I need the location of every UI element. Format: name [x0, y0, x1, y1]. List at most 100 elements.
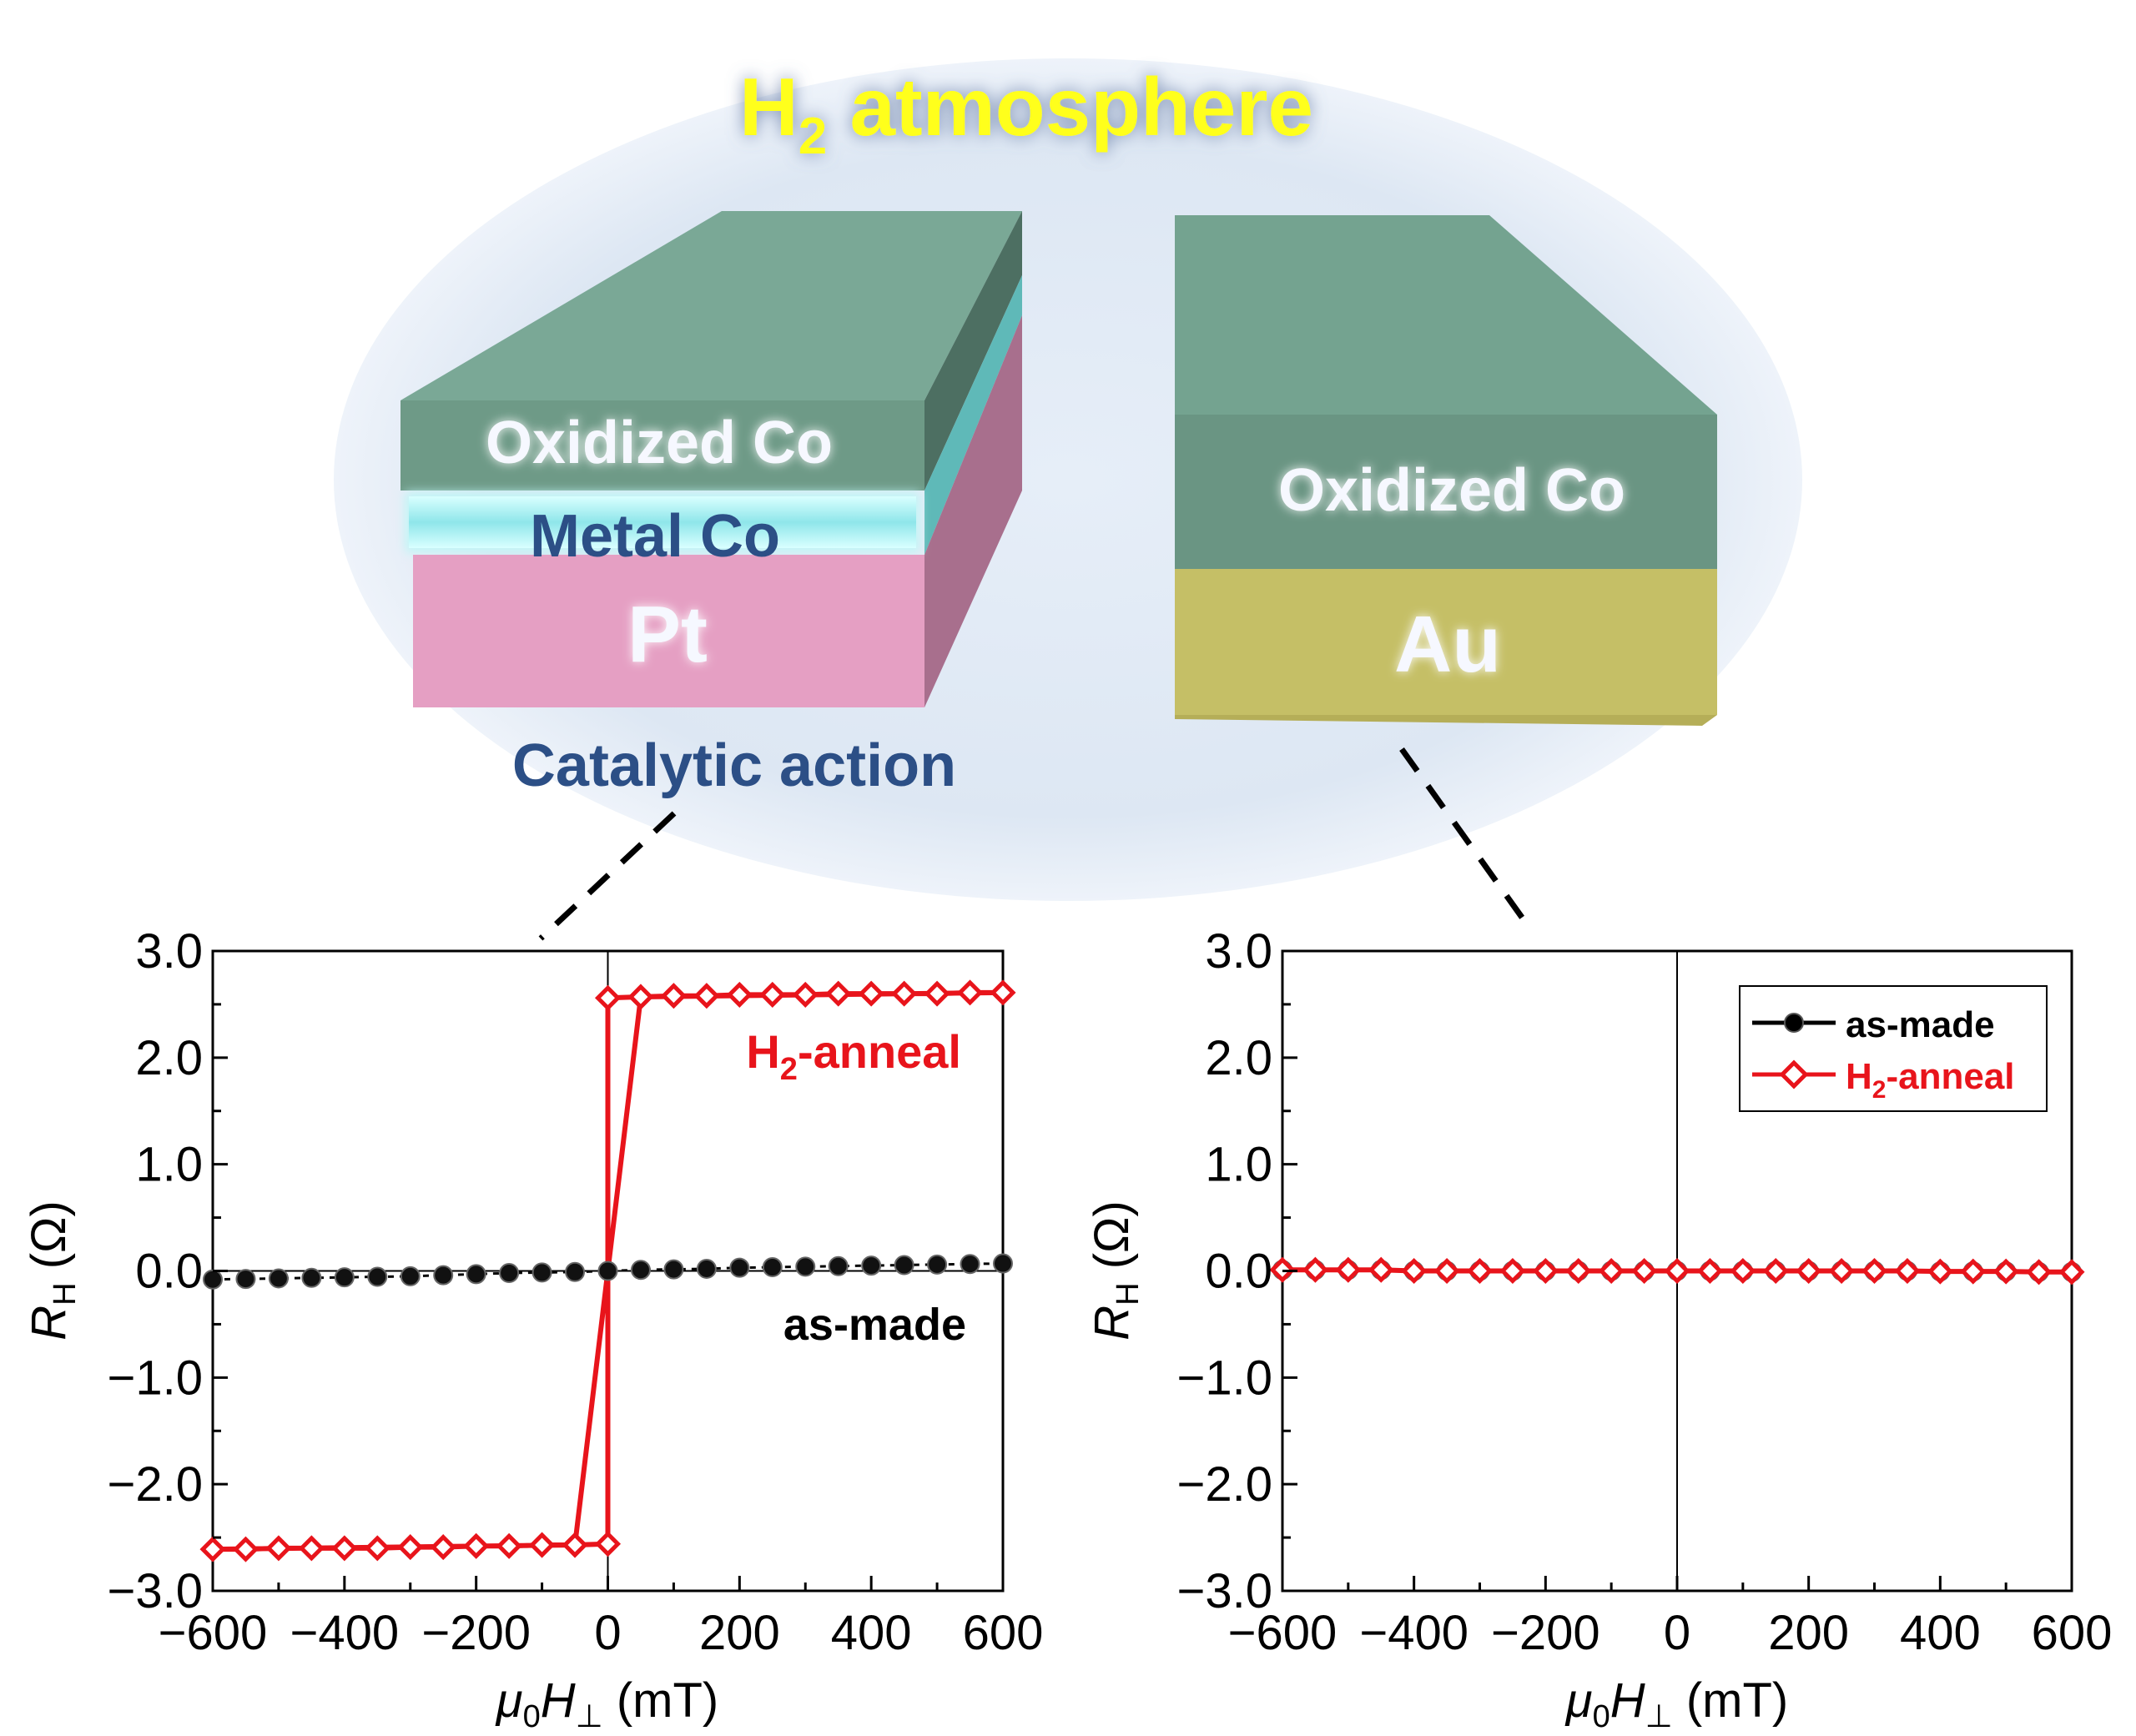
- right-chart-h2-anneal-point: [1762, 1257, 1789, 1285]
- left-stack-side-pt: [924, 315, 1022, 707]
- left-chart: −600 −400 −200 0 200 400 600 3.0 2.0 1.0 0.0 −1.0 −2…: [22, 924, 1043, 1734]
- left-chart-y-tick-label: 1.0: [135, 1138, 203, 1192]
- left-chart-ylabel: RH (Ω): [22, 1200, 83, 1340]
- right-chart-h2-anneal-point: [1532, 1257, 1559, 1285]
- right-stack-top-face: [1175, 215, 1717, 415]
- right-chart-x-tick-label: 200: [1768, 1606, 1849, 1660]
- left-chart-y-tick-label: 2.0: [135, 1031, 203, 1085]
- left-chart-h2-anneal-point: [331, 1535, 358, 1562]
- right-chart-h2-anneal-point: [1828, 1257, 1855, 1285]
- left-chart-h2-anneal-point: [858, 980, 884, 1007]
- left-chart-h2-anneal-point: [660, 983, 687, 1009]
- right-chart-h2-anneal-point: [2058, 1259, 2085, 1286]
- legend-box: [1739, 985, 2048, 1112]
- right-label-au: Au: [1394, 600, 1501, 689]
- right-chart: −600 −400 −200 0 200 400 600 3.0 2.0 1.0 0.0 −1.0 −2…: [1085, 924, 2112, 1734]
- left-chart-as-made-point: [367, 1266, 388, 1287]
- left-chart-as-made-point: [235, 1269, 256, 1290]
- left-chart-y-tick-label: −2.0: [108, 1457, 204, 1512]
- atmosphere-label-sub: 2: [798, 108, 827, 165]
- left-chart-h2-anneal-point: [957, 979, 984, 1006]
- right-chart-h2-anneal-point: [1992, 1258, 2019, 1285]
- right-chart-h2-anneal-point: [1927, 1258, 1953, 1285]
- left-chart-h2-anneal-point: [594, 1531, 622, 1557]
- right-chart-xlabel: μ0H⊥ (mT): [1564, 1673, 1788, 1734]
- left-chart-h2-anneal-point: [792, 981, 819, 1008]
- legend-h2-anneal-marker: [1779, 1059, 1809, 1089]
- right-chart-h2-anneal-point: [1796, 1257, 1822, 1285]
- left-chart-h2-anneal-point: [397, 1534, 424, 1561]
- left-chart-h2-anneal-point: [199, 1536, 226, 1562]
- left-chart-as-made-point: [729, 1257, 750, 1278]
- left-chart-as-made-point: [960, 1254, 980, 1275]
- left-chart-h2-anneal-point: [726, 981, 753, 1008]
- left-connector-dashed-line: [538, 811, 677, 941]
- right-chart-x-tick-label: −200: [1491, 1606, 1600, 1660]
- left-chart-as-made-point: [203, 1269, 223, 1290]
- left-chart-x-tick-label: 400: [831, 1606, 912, 1660]
- left-chart-h2-anneal-point: [430, 1534, 456, 1561]
- left-chart-annotation-h2-anneal: H2-anneal: [746, 1025, 961, 1087]
- left-chart-h2-anneal-point: [529, 1532, 556, 1558]
- left-chart-as-made-point: [795, 1256, 816, 1277]
- left-chart-as-made-point: [861, 1255, 882, 1276]
- left-label-oxidized-co: Oxidized Co: [486, 410, 833, 476]
- left-stack-pt-face: [413, 555, 924, 707]
- right-chart-h2-anneal-point: [1894, 1257, 1921, 1285]
- legend-as-made-label: as-made: [1846, 1004, 1995, 1045]
- right-chart-h2-anneal-point: [1565, 1257, 1592, 1285]
- left-chart-x-tick-label: 0: [594, 1606, 621, 1660]
- left-chart-y-tick-label: −1.0: [108, 1351, 204, 1405]
- right-chart-y-tick-label: 2.0: [1205, 1031, 1272, 1085]
- right-chart-h2-anneal-point: [1499, 1257, 1526, 1285]
- left-chart-as-made-point: [630, 1260, 651, 1281]
- left-chart-y-tick-label: 0.0: [135, 1245, 203, 1299]
- left-chart-as-made-point: [993, 1253, 1013, 1274]
- left-chart-h2-anneal-point: [924, 980, 950, 1007]
- right-chart-x-tick-label: 400: [1900, 1606, 1981, 1660]
- left-chart-as-made-point: [531, 1262, 552, 1283]
- right-chart-legend: as-made H2-anneal: [1739, 985, 2048, 1112]
- right-chart-x-tick-label: −600: [1228, 1606, 1338, 1660]
- right-chart-y-tick-label: 3.0: [1205, 924, 1272, 979]
- right-chart-h2-anneal-point: [1368, 1256, 1394, 1283]
- right-chart-h2-anneal-point: [1631, 1257, 1658, 1285]
- left-chart-y-tick-label: 3.0: [135, 924, 203, 979]
- left-chart-as-made-point: [400, 1266, 421, 1286]
- left-chart-as-made-point: [301, 1267, 322, 1288]
- right-stack-bottom-edge: [1175, 715, 1717, 726]
- left-chart-h2-anneal-point: [891, 980, 918, 1007]
- legend-as-made-marker: [1784, 1013, 1804, 1033]
- atmosphere-label-rest: atmosphere: [827, 61, 1313, 153]
- left-chart-h2-anneal-point: [627, 984, 654, 1010]
- right-chart-y-tick-label: 1.0: [1205, 1138, 1272, 1192]
- left-chart-as-made-point: [565, 1261, 586, 1282]
- left-chart-as-made-point: [499, 1263, 520, 1284]
- left-chart-h2-anneal-point: [759, 981, 786, 1008]
- right-connector-dashed-line: [1399, 747, 1534, 933]
- right-chart-h2-anneal-point: [1696, 1257, 1723, 1285]
- left-layer-stack: Oxidized Co Metal Co Pt Catalytic action: [400, 211, 1022, 799]
- left-chart-x-tick-label: 600: [963, 1606, 1044, 1660]
- left-chart-h2-anneal-point: [990, 979, 1016, 1006]
- left-chart-h2-anneal-point: [496, 1532, 522, 1559]
- left-chart-h2-anneal-point: [825, 980, 852, 1007]
- left-chart-x-tick-label: −200: [421, 1606, 531, 1660]
- atmosphere-label-main: H: [739, 61, 798, 153]
- right-chart-h2-anneal-point: [1960, 1258, 1987, 1285]
- right-chart-h2-anneal-point: [1664, 1257, 1690, 1285]
- left-chart-as-made-point: [466, 1264, 486, 1285]
- left-chart-h2-anneal-point: [265, 1535, 292, 1562]
- left-chart-h2-anneal-point: [463, 1532, 490, 1559]
- right-stack-au-face: [1175, 569, 1717, 715]
- left-chart-as-made-point: [597, 1260, 618, 1281]
- right-chart-h2-anneal-point: [1401, 1257, 1428, 1285]
- right-chart-x-tick-label: 0: [1664, 1606, 1690, 1660]
- right-chart-y-tick-label: −3.0: [1177, 1564, 1273, 1618]
- right-stack-oxidized-co-face: [1175, 415, 1717, 569]
- left-stack-top-face: [400, 211, 1022, 400]
- right-chart-y-tick-label: 0.0: [1205, 1245, 1272, 1299]
- left-stack-oxidized-co-face: [400, 400, 924, 491]
- left-label-pt: Pt: [627, 590, 708, 679]
